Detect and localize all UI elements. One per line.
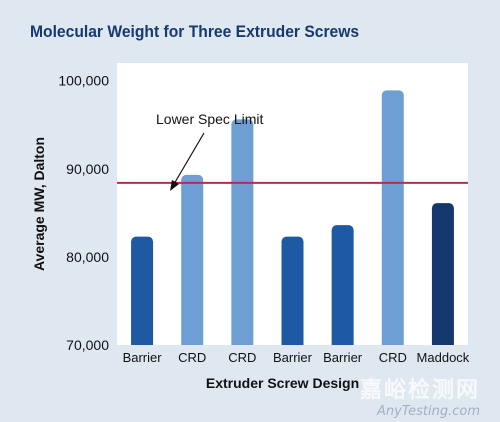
- chart-title: Molecular Weight for Three Extruder Scre…: [30, 22, 360, 41]
- x-axis-label: Extruder Screw Design: [206, 375, 359, 391]
- y-tick-label-2: 80,000: [66, 249, 109, 265]
- y-tick-label-3: 90,000: [66, 161, 109, 177]
- x-tick-label-7: Maddock: [417, 350, 470, 365]
- y-tick-label-4: 100,000: [58, 73, 109, 89]
- bar-7: [431, 203, 454, 351]
- axis-baseline-mask: [117, 345, 468, 355]
- x-tick-label-4: Barrier: [273, 350, 313, 365]
- x-tick-label-1: Barrier: [123, 350, 163, 365]
- watermark: 嘉峪检测网 AnyTesting.com: [360, 372, 480, 419]
- x-tick-label-6: CRD: [379, 350, 407, 365]
- x-tick-label-3: CRD: [228, 350, 256, 365]
- watermark-cn: 嘉峪检测网: [359, 378, 480, 403]
- bar-1: [131, 236, 154, 351]
- lower-spec-limit-arrow: [173, 132, 205, 185]
- bar-3: [231, 119, 254, 352]
- x-tick-label-5: Barrier: [323, 350, 363, 365]
- y-axis-label: Average MW, Dalton: [31, 137, 47, 271]
- bar-4: [281, 236, 304, 351]
- y-tick-label-1: 70,000: [66, 337, 109, 353]
- bar-2: [181, 174, 204, 351]
- lower-spec-limit-label: Lower Spec Limit: [156, 111, 263, 127]
- bar-5: [331, 225, 354, 351]
- x-tick-label-2: CRD: [178, 350, 206, 365]
- watermark-en: AnyTesting.com: [376, 404, 480, 419]
- arrowhead: [170, 180, 179, 191]
- bar-6: [381, 90, 404, 351]
